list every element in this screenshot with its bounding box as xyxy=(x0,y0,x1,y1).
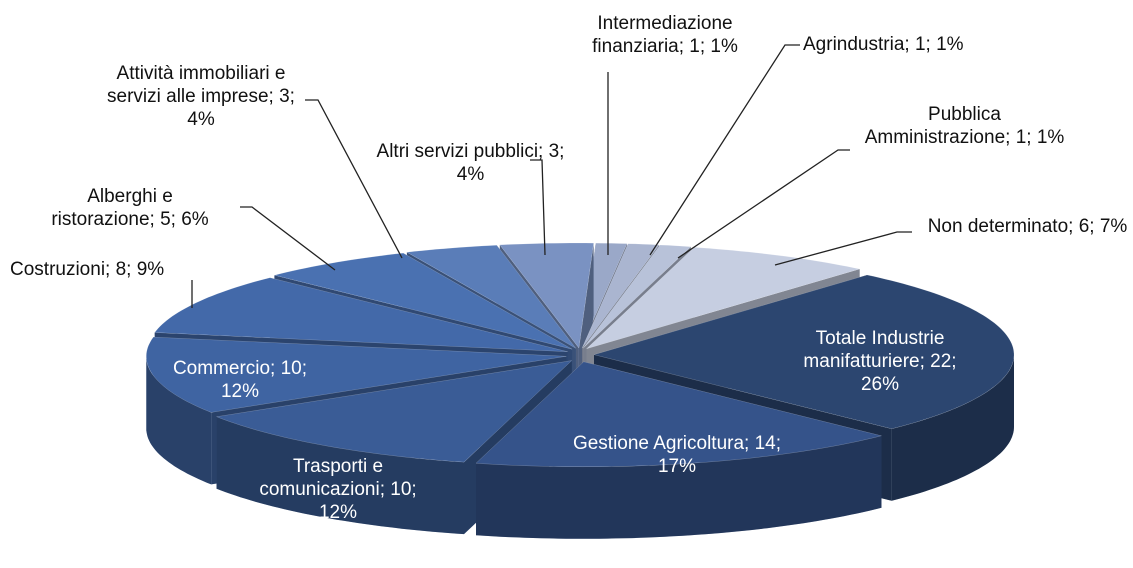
leader-line xyxy=(677,149,850,259)
slice xyxy=(406,244,576,349)
slice xyxy=(215,360,573,463)
data-label: Non determinato; 6; 7% xyxy=(927,216,1128,237)
data-label: Alberghi e ristorazione; 5; 6% xyxy=(51,186,209,230)
data-label: Commercio; 10; 12% xyxy=(172,358,308,402)
data-label: Totale Industrie manifatturiere; 22; 26% xyxy=(803,328,957,395)
slice-shade xyxy=(891,354,1014,501)
data-label: Attività immobiliari e servizi alle impr… xyxy=(107,63,295,130)
leader-line xyxy=(649,44,800,256)
slice xyxy=(582,244,692,349)
slice-shade xyxy=(146,356,212,485)
leader-line xyxy=(305,99,403,259)
slice xyxy=(475,361,882,468)
data-label: Costruzioni; 8; 9% xyxy=(10,259,165,280)
leader-line xyxy=(530,159,546,256)
data-label: Intermediazione finanziaria; 1; 1% xyxy=(592,13,738,57)
slice xyxy=(499,242,594,349)
slice-shade xyxy=(216,416,464,535)
slice-side xyxy=(146,356,212,485)
leader-line xyxy=(240,206,336,271)
data-label: Trasporti e comunicazioni; 10; 12% xyxy=(259,456,417,523)
data-label: Pubblica Amministrazione; 1; 1% xyxy=(864,104,1065,148)
slice xyxy=(593,274,1015,430)
slice xyxy=(581,243,660,349)
slice xyxy=(154,277,568,352)
slice-side xyxy=(476,435,882,539)
slice xyxy=(586,247,860,350)
data-label: Gestione Agricoltura; 14; 17% xyxy=(572,433,782,477)
slice-side xyxy=(216,416,464,535)
slice-side xyxy=(891,354,1014,501)
data-label: Altri servizi pubblici; 3; 4% xyxy=(376,141,565,185)
leader-line xyxy=(774,231,912,266)
slice-shade xyxy=(476,435,882,539)
data-label: Agrindustria; 1; 1% xyxy=(803,34,964,55)
slice xyxy=(274,252,573,350)
slice xyxy=(146,336,567,413)
